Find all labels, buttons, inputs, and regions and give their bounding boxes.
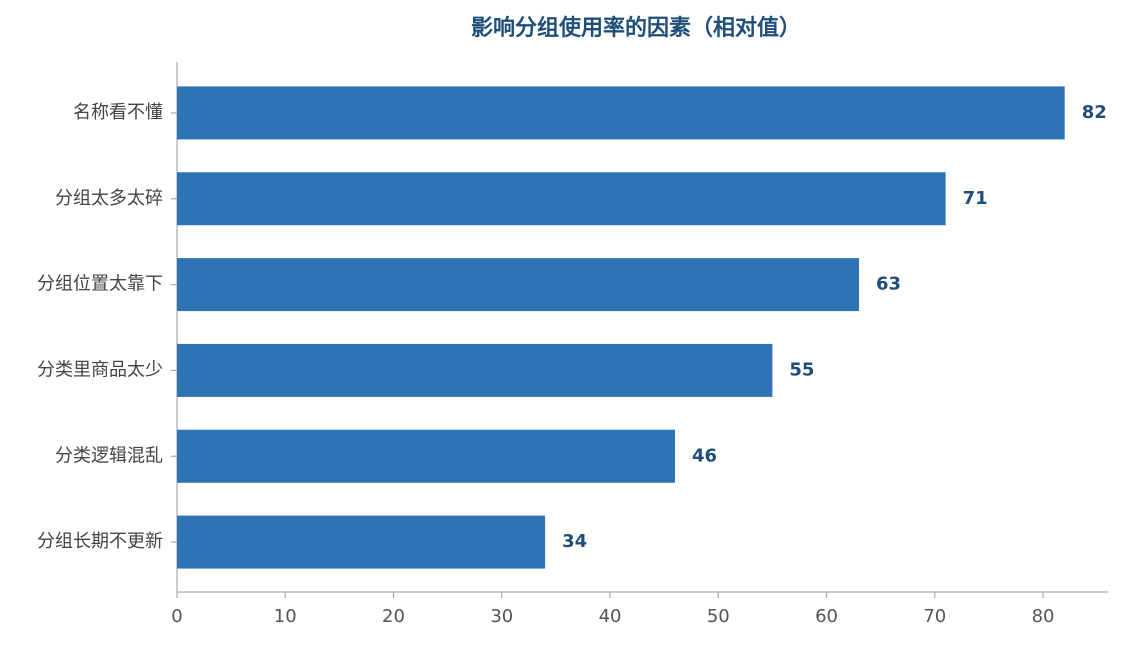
x-tick-label: 60 [815, 606, 838, 627]
bar [177, 343, 773, 397]
bar [177, 258, 860, 312]
x-tick-label: 30 [490, 606, 513, 627]
value-label: 55 [789, 359, 814, 380]
y-tick-label: 分组长期不更新 [37, 531, 163, 552]
x-tick-label: 80 [1032, 606, 1055, 627]
bar [177, 429, 675, 483]
bar [177, 515, 546, 569]
value-label: 34 [562, 531, 587, 552]
y-tick-label: 名称看不懂 [73, 102, 163, 123]
x-tick-label: 70 [923, 606, 946, 627]
chart-title: 影响分组使用率的因素（相对值） [471, 15, 801, 41]
bar [177, 86, 1065, 140]
x-tick-label: 20 [382, 606, 405, 627]
y-tick-label: 分类逻辑混乱 [55, 445, 163, 466]
value-label: 71 [963, 188, 988, 209]
value-label: 82 [1082, 102, 1107, 123]
x-tick-label: 40 [599, 606, 622, 627]
x-tick-label: 10 [274, 606, 297, 627]
value-label: 63 [876, 274, 901, 295]
y-tick-label: 分组位置太靠下 [37, 274, 163, 295]
x-tick-label: 50 [707, 606, 730, 627]
y-tick-label: 分组太多太碎 [55, 188, 163, 209]
y-tick-label: 分类里商品太少 [37, 359, 163, 380]
bar [177, 172, 946, 226]
x-tick-label: 0 [171, 606, 182, 627]
value-label: 46 [692, 445, 717, 466]
